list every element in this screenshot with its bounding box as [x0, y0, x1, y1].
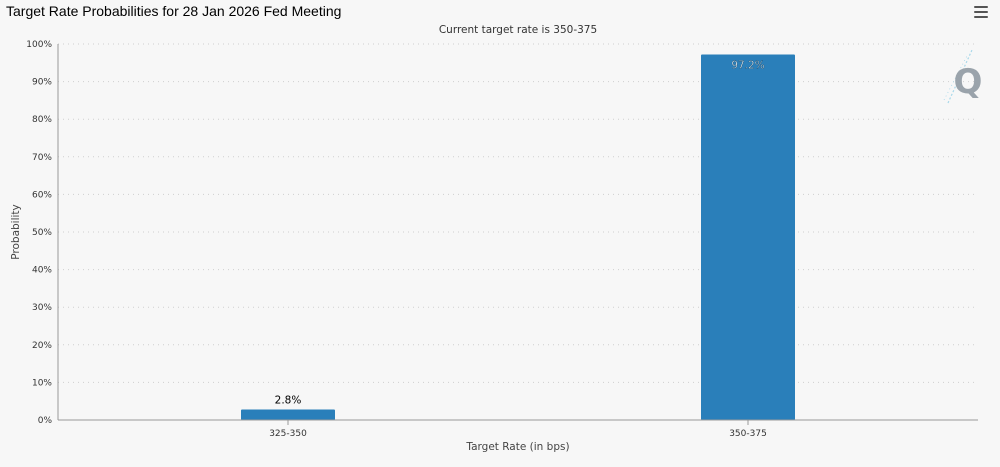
bars	[241, 54, 795, 420]
y-tick-label: 40%	[32, 266, 52, 276]
bar-325-350[interactable]	[241, 409, 335, 420]
hamburger-menu-icon[interactable]	[974, 6, 988, 18]
y-tick-label: 80%	[32, 115, 52, 125]
x-tick-label: 350-375	[729, 429, 767, 439]
y-tick-label: 10%	[32, 378, 52, 388]
y-tick-label: 100%	[26, 40, 52, 50]
data-label: 97.2%	[731, 60, 764, 72]
y-tick-label: 90%	[32, 78, 52, 88]
y-tick-label: 0%	[38, 416, 53, 426]
watermark-letter: Q	[954, 62, 983, 102]
y-tick-label: 60%	[32, 190, 52, 200]
labels: 0% 10% 20% 30% 40% 50% 60% 70% 80% 90% 100% 325-350…	[26, 40, 767, 439]
y-axis-title: Probability	[10, 204, 22, 260]
y-tick-label: 70%	[32, 153, 52, 163]
gridlines	[58, 43, 978, 383]
axes	[57, 44, 978, 425]
chart-subtitle: Current target rate is 350-375	[439, 24, 597, 36]
x-tick-label: 325-350	[269, 429, 307, 439]
y-tick-label: 20%	[32, 341, 52, 351]
bar-350-375[interactable]	[701, 54, 795, 420]
page-title: Target Rate Probabilities for 28 Jan 202…	[6, 3, 342, 19]
y-tick-label: 30%	[32, 303, 52, 313]
watermark-logo: Q	[943, 49, 983, 104]
y-tick-label: 50%	[32, 228, 52, 238]
data-label: 2.8%	[275, 394, 302, 406]
x-axis-title: Target Rate (in bps)	[465, 441, 569, 453]
